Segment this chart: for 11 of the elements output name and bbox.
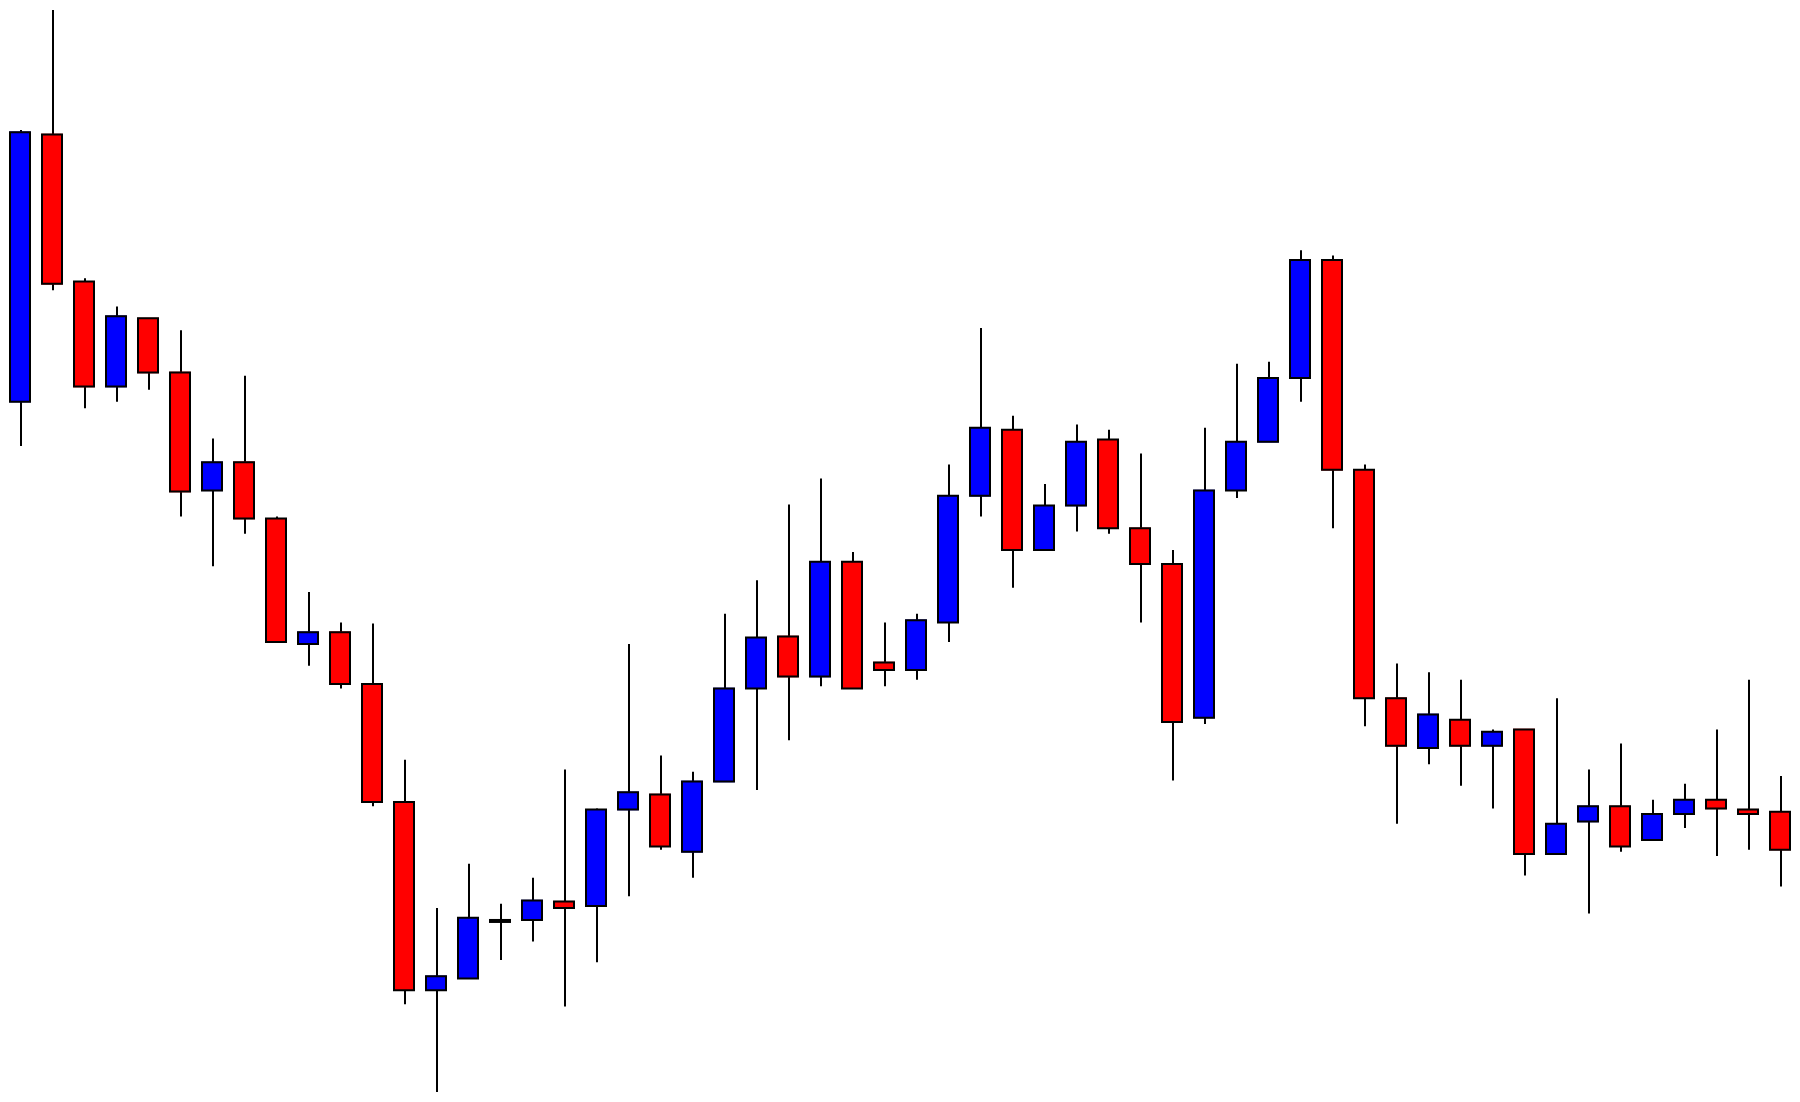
candlestick bbox=[521, 876, 543, 943]
candlestick bbox=[1577, 768, 1599, 915]
candlestick bbox=[873, 621, 895, 688]
candlestick bbox=[201, 437, 223, 568]
candlestick bbox=[1737, 678, 1759, 851]
candlestick bbox=[1033, 482, 1055, 551]
candlestick bbox=[1609, 742, 1631, 853]
candlestick bbox=[617, 643, 639, 898]
candlestick bbox=[1129, 452, 1151, 624]
candlestick bbox=[777, 503, 799, 742]
candlestick bbox=[1417, 671, 1439, 766]
